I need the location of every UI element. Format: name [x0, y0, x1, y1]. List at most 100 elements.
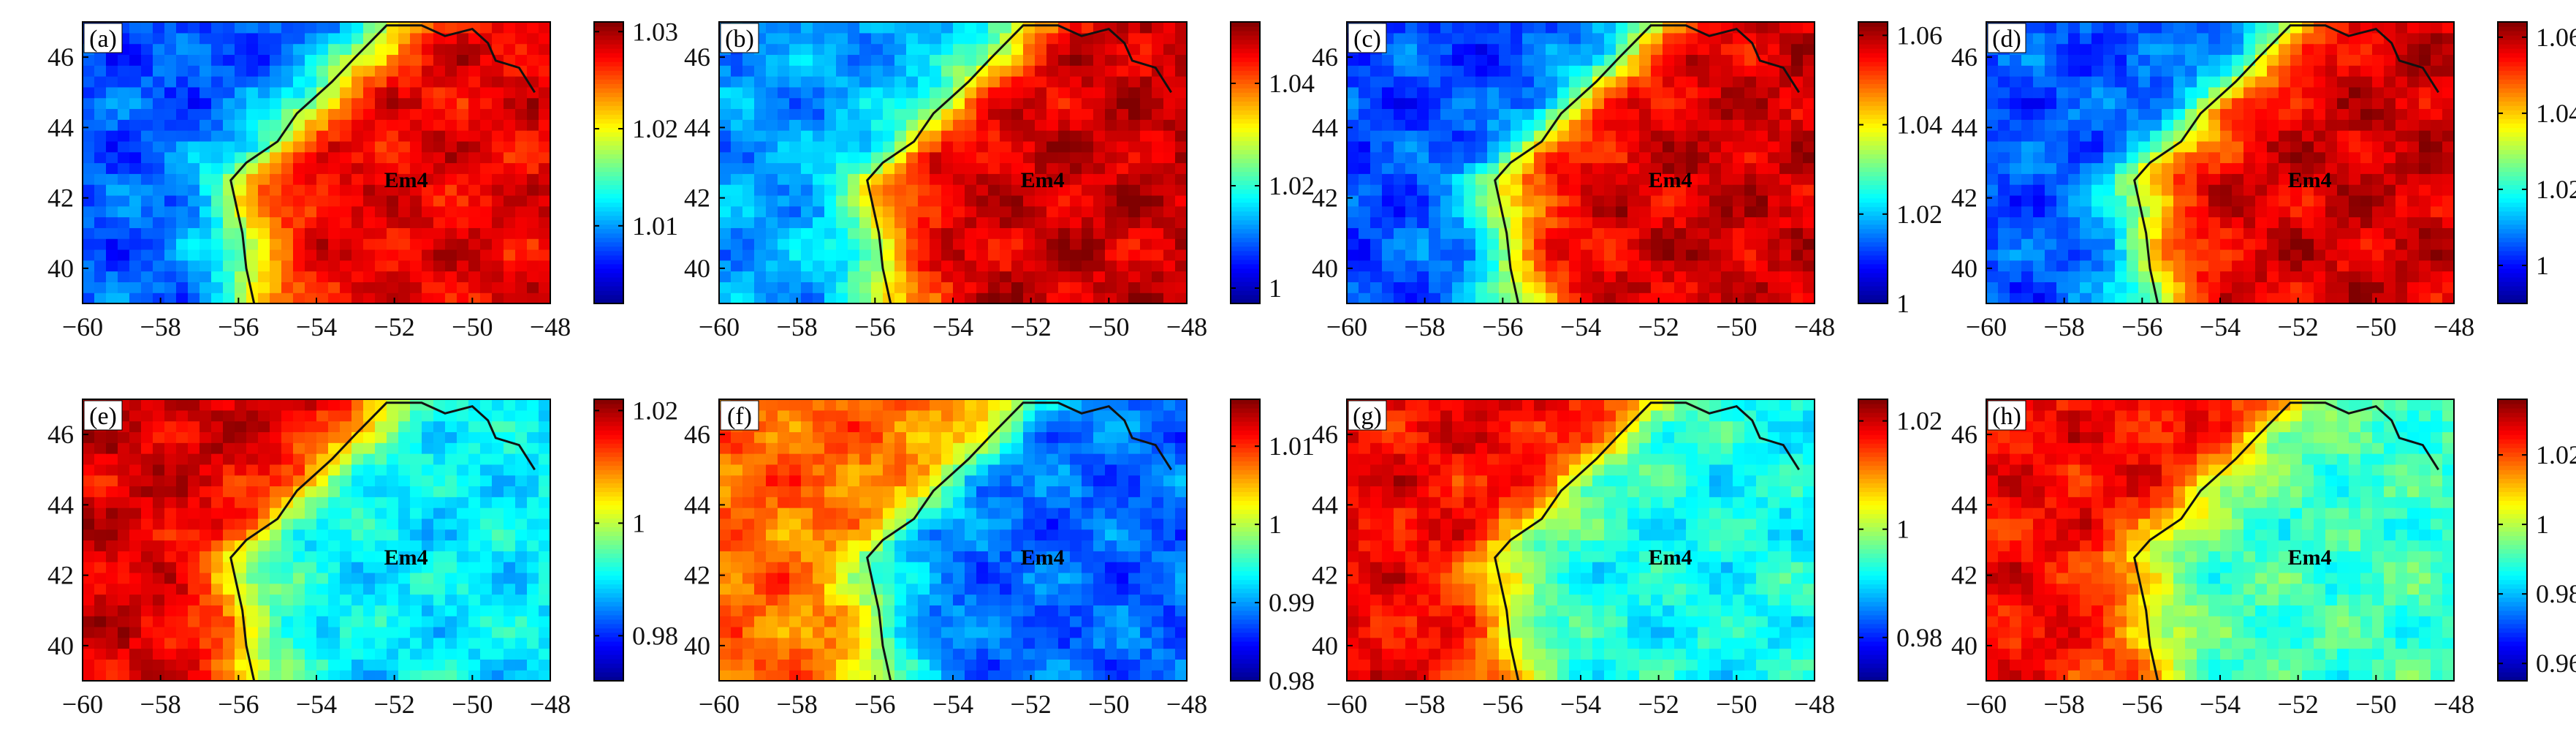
heatmap-cell: [813, 205, 825, 218]
heatmap-cell: [1756, 65, 1768, 77]
heatmap-cell: [1417, 238, 1429, 250]
heatmap-cell: [1522, 227, 1535, 239]
heatmap-cell: [83, 626, 95, 638]
heatmap-cell: [1023, 76, 1036, 88]
heatmap-cell: [246, 216, 259, 228]
heatmap-cell: [1058, 65, 1071, 77]
heatmap-cell: [515, 616, 528, 627]
heatmap-cell: [1011, 140, 1024, 153]
heatmap-cell: [2220, 293, 2233, 303]
heatmap-cell: [153, 205, 165, 218]
heatmap-cell: [930, 86, 942, 99]
heatmap-cell: [316, 605, 329, 616]
heatmap-cell: [1417, 97, 1429, 110]
heatmap-cell: [387, 260, 399, 272]
heatmap-cell: [754, 271, 767, 282]
heatmap-cell: [2056, 271, 2069, 282]
heatmap-cell: [258, 249, 270, 261]
heatmap-cell: [1487, 249, 1500, 261]
heatmap-cell: [94, 173, 107, 185]
heatmap-cell: [965, 260, 977, 272]
heatmap-cell: [2337, 227, 2349, 239]
heatmap-cell: [813, 22, 825, 34]
heatmap-cell: [906, 86, 919, 99]
heatmap-cell: [2138, 271, 2151, 282]
heatmap-cell: [328, 43, 341, 56]
heatmap-cell: [375, 659, 387, 671]
heatmap-cell: [2185, 162, 2197, 174]
heatmap-cell: [2232, 216, 2244, 228]
heatmap-cell: [433, 97, 446, 110]
heatmap-cell: [1452, 32, 1464, 45]
heatmap-cell: [2045, 97, 2057, 110]
heatmap-cell: [270, 173, 282, 185]
heatmap-cell: [1604, 205, 1616, 218]
heatmap-cell: [1093, 260, 1106, 272]
heatmap-cell: [883, 227, 895, 239]
heatmap-cell: [2138, 22, 2151, 34]
heatmap-cell: [883, 86, 895, 99]
heatmap-cell: [2290, 130, 2303, 142]
heatmap-cell: [988, 22, 1000, 34]
heatmap-cell: [976, 173, 989, 185]
heatmap-cell: [118, 86, 130, 99]
heatmap-cell: [1627, 119, 1640, 131]
heatmap-cell: [176, 86, 189, 99]
heatmap-cell: [1011, 271, 1024, 282]
heatmap-cell: [316, 162, 329, 174]
heatmap-cell: [223, 572, 235, 584]
heatmap-cell: [1105, 97, 1117, 110]
heatmap-cell: [445, 583, 457, 595]
heatmap-cell: [2419, 173, 2431, 185]
heatmap-cell: [1686, 65, 1698, 77]
heatmap-cell: [1744, 195, 1757, 207]
heatmap-cell: [1791, 65, 1804, 77]
heatmap-cell: [2419, 162, 2431, 174]
heatmap-cell: [1452, 260, 1464, 272]
heatmap-cell: [375, 86, 387, 99]
colorbar-segment: [1858, 118, 1888, 124]
colorbar-segment: [594, 132, 623, 137]
heatmap-cell: [2056, 151, 2069, 164]
colorbar-segment: [1231, 97, 1260, 102]
heatmap-cell: [1105, 216, 1117, 228]
heatmap-cell: [1733, 76, 1745, 88]
colorbar-segment: [594, 211, 623, 216]
heatmap-cell: [2384, 205, 2396, 218]
heatmap-cell: [1429, 195, 1441, 207]
colorbar-tick-label: 1.04: [2536, 99, 2576, 128]
heatmap-cell: [778, 282, 790, 293]
heatmap-cell: [1709, 173, 1722, 185]
heatmap-cell: [918, 260, 930, 272]
heatmap-cell: [859, 54, 872, 66]
heatmap-cell: [859, 76, 872, 88]
heatmap-cell: [2115, 151, 2127, 164]
heatmap-cell: [1464, 282, 1476, 293]
heatmap-cell: [2279, 205, 2291, 218]
heatmap-cell: [527, 32, 539, 45]
heatmap-cell: [2185, 227, 2197, 239]
heatmap-cell: [1686, 282, 1698, 293]
heatmap-cell: [480, 205, 493, 218]
heatmap-cell: [766, 195, 778, 207]
heatmap-cell: [1046, 260, 1059, 272]
heatmap-cell: [2197, 140, 2209, 153]
heatmap-cell: [976, 76, 989, 88]
heatmap-cell: [1522, 249, 1535, 261]
heatmap-cell: [164, 140, 177, 153]
heatmap-cell: [894, 260, 907, 272]
colorbar-segment: [594, 118, 623, 124]
heatmap-cell: [328, 626, 341, 638]
heatmap-cell: [1651, 195, 1663, 207]
heatmap-cell: [118, 54, 130, 66]
heatmap-cell: [859, 271, 872, 282]
heatmap-cell: [1175, 271, 1187, 282]
heatmap-cell: [1405, 32, 1418, 45]
heatmap-cell: [433, 130, 446, 142]
heatmap-cell: [1721, 130, 1733, 142]
heatmap-cell: [1105, 119, 1117, 131]
heatmap-cell: [2091, 76, 2104, 88]
heatmap-cell: [719, 195, 732, 207]
heatmap-cell: [270, 616, 282, 627]
heatmap-cell: [352, 184, 364, 196]
